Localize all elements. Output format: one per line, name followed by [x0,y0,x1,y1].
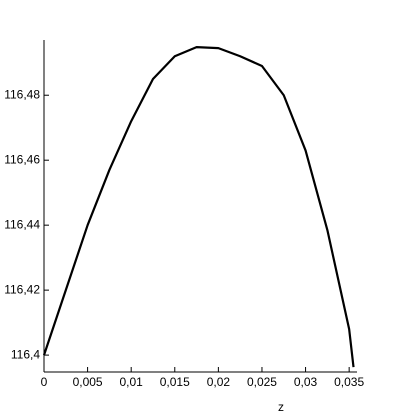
line [42,46,355,368]
x-axis-label: z [278,400,284,414]
y-tick-label: 116,46 [4,152,40,166]
x-tick-label: 0,02 [207,375,231,389]
y-tick-label: 116,4 [11,347,40,361]
x-tick-label: 0,035 [334,375,364,389]
x-tick-label: 0,005 [73,375,103,389]
x-tick-label: 0,01 [120,375,144,389]
x-tick-label: 0,03 [294,375,318,389]
y-tick-label: 116,42 [4,282,40,296]
x-tick-label: 0 [41,375,48,389]
y-tick-label: 116,44 [4,217,40,231]
x-tick-label: 0,025 [247,375,277,389]
y-tick-label: 116,48 [4,87,40,101]
x-tick-label: 0,015 [160,375,190,389]
